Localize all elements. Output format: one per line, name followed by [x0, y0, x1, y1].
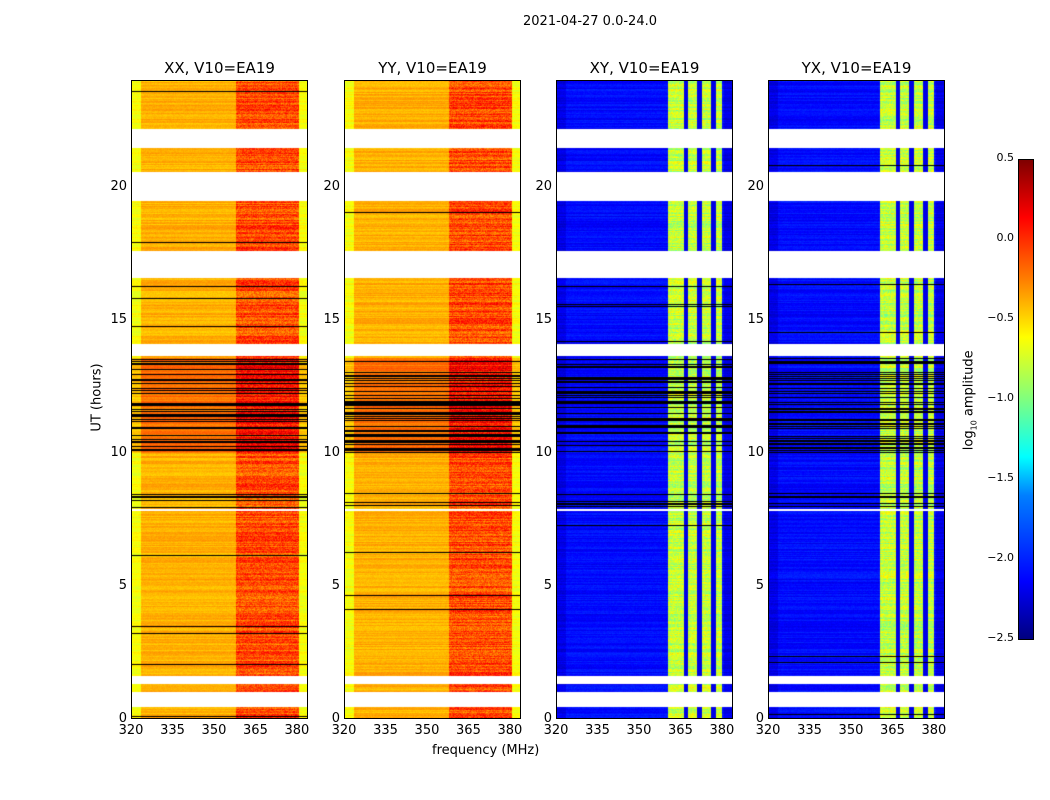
panel-title: XX, V10=EA19	[164, 59, 275, 77]
panel-title: XY, V10=EA19	[589, 59, 700, 77]
x-tick-label: 350	[414, 723, 440, 738]
x-tick-label: 380	[921, 723, 947, 738]
y-tick-label: 0	[543, 711, 552, 726]
y-tick-label: 0	[331, 711, 340, 726]
y-tick-label: 20	[747, 178, 764, 194]
colorbar-tick-label: −1.5	[987, 471, 1014, 484]
y-tick-label: 5	[543, 577, 552, 593]
x-tick-label: 365	[880, 723, 905, 738]
x-tick-label: 350	[201, 723, 227, 738]
colorbar-tick-label: −2.0	[987, 551, 1014, 564]
x-tick-label: 365	[668, 723, 693, 738]
x-tick-label: 320	[543, 723, 569, 738]
x-tick-label: 365	[456, 723, 481, 738]
heatmap-image	[132, 81, 307, 718]
y-tick-label: 10	[110, 444, 127, 460]
heatmap-image	[345, 81, 520, 718]
x-tick-label: 380	[497, 723, 523, 738]
y-tick-label: 20	[323, 178, 340, 194]
y-tick-label: 10	[747, 444, 764, 460]
y-tick-label: 20	[110, 178, 127, 194]
heatmap-panel	[344, 80, 521, 719]
y-tick-label: 0	[755, 711, 764, 726]
y-tick-label: 15	[535, 311, 552, 327]
x-tick-label: 350	[626, 723, 652, 738]
colorbar-tick-label: −2.5	[987, 631, 1014, 644]
x-tick-label: 365	[243, 723, 268, 738]
x-tick-label: 320	[755, 723, 781, 738]
heatmap-image	[557, 81, 732, 718]
colorbar-tick-label: 0.0	[996, 231, 1015, 244]
colorbar-label: log10 amplitude	[961, 350, 979, 451]
colorbar	[1018, 159, 1034, 640]
panel-title: YY, V10=EA19	[378, 59, 487, 77]
y-axis-label: UT (hours)	[89, 363, 105, 432]
y-tick-label: 15	[323, 311, 340, 327]
panel-title: YX, V10=EA19	[801, 59, 912, 77]
x-tick-label: 335	[160, 723, 185, 738]
y-tick-label: 10	[535, 444, 552, 460]
y-tick-label: 5	[118, 577, 127, 593]
x-tick-label: 335	[373, 723, 398, 738]
y-tick-label: 20	[535, 178, 552, 194]
x-tick-label: 320	[118, 723, 144, 738]
y-tick-label: 10	[323, 444, 340, 460]
x-tick-label: 335	[585, 723, 610, 738]
y-tick-label: 15	[747, 311, 764, 327]
heatmap-image	[769, 81, 944, 718]
x-tick-label: 335	[797, 723, 822, 738]
x-tick-label: 380	[284, 723, 310, 738]
y-tick-label: 5	[755, 577, 764, 593]
colorbar-tick-label: −0.5	[987, 311, 1014, 324]
colorbar-tick-label: 0.5	[996, 151, 1015, 164]
figure-title: 2021-04-27 0.0-24.0	[523, 14, 657, 29]
x-tick-label: 380	[709, 723, 735, 738]
x-tick-label: 350	[838, 723, 864, 738]
x-axis-label: frequency (MHz)	[432, 743, 540, 758]
heatmap-panel	[768, 80, 945, 719]
x-tick-label: 320	[331, 723, 357, 738]
y-tick-label: 5	[331, 577, 340, 593]
heatmap-panel	[131, 80, 308, 719]
colorbar-tick-label: −1.0	[987, 391, 1014, 404]
heatmap-panel	[556, 80, 733, 719]
y-tick-label: 15	[110, 311, 127, 327]
y-tick-label: 0	[118, 711, 127, 726]
